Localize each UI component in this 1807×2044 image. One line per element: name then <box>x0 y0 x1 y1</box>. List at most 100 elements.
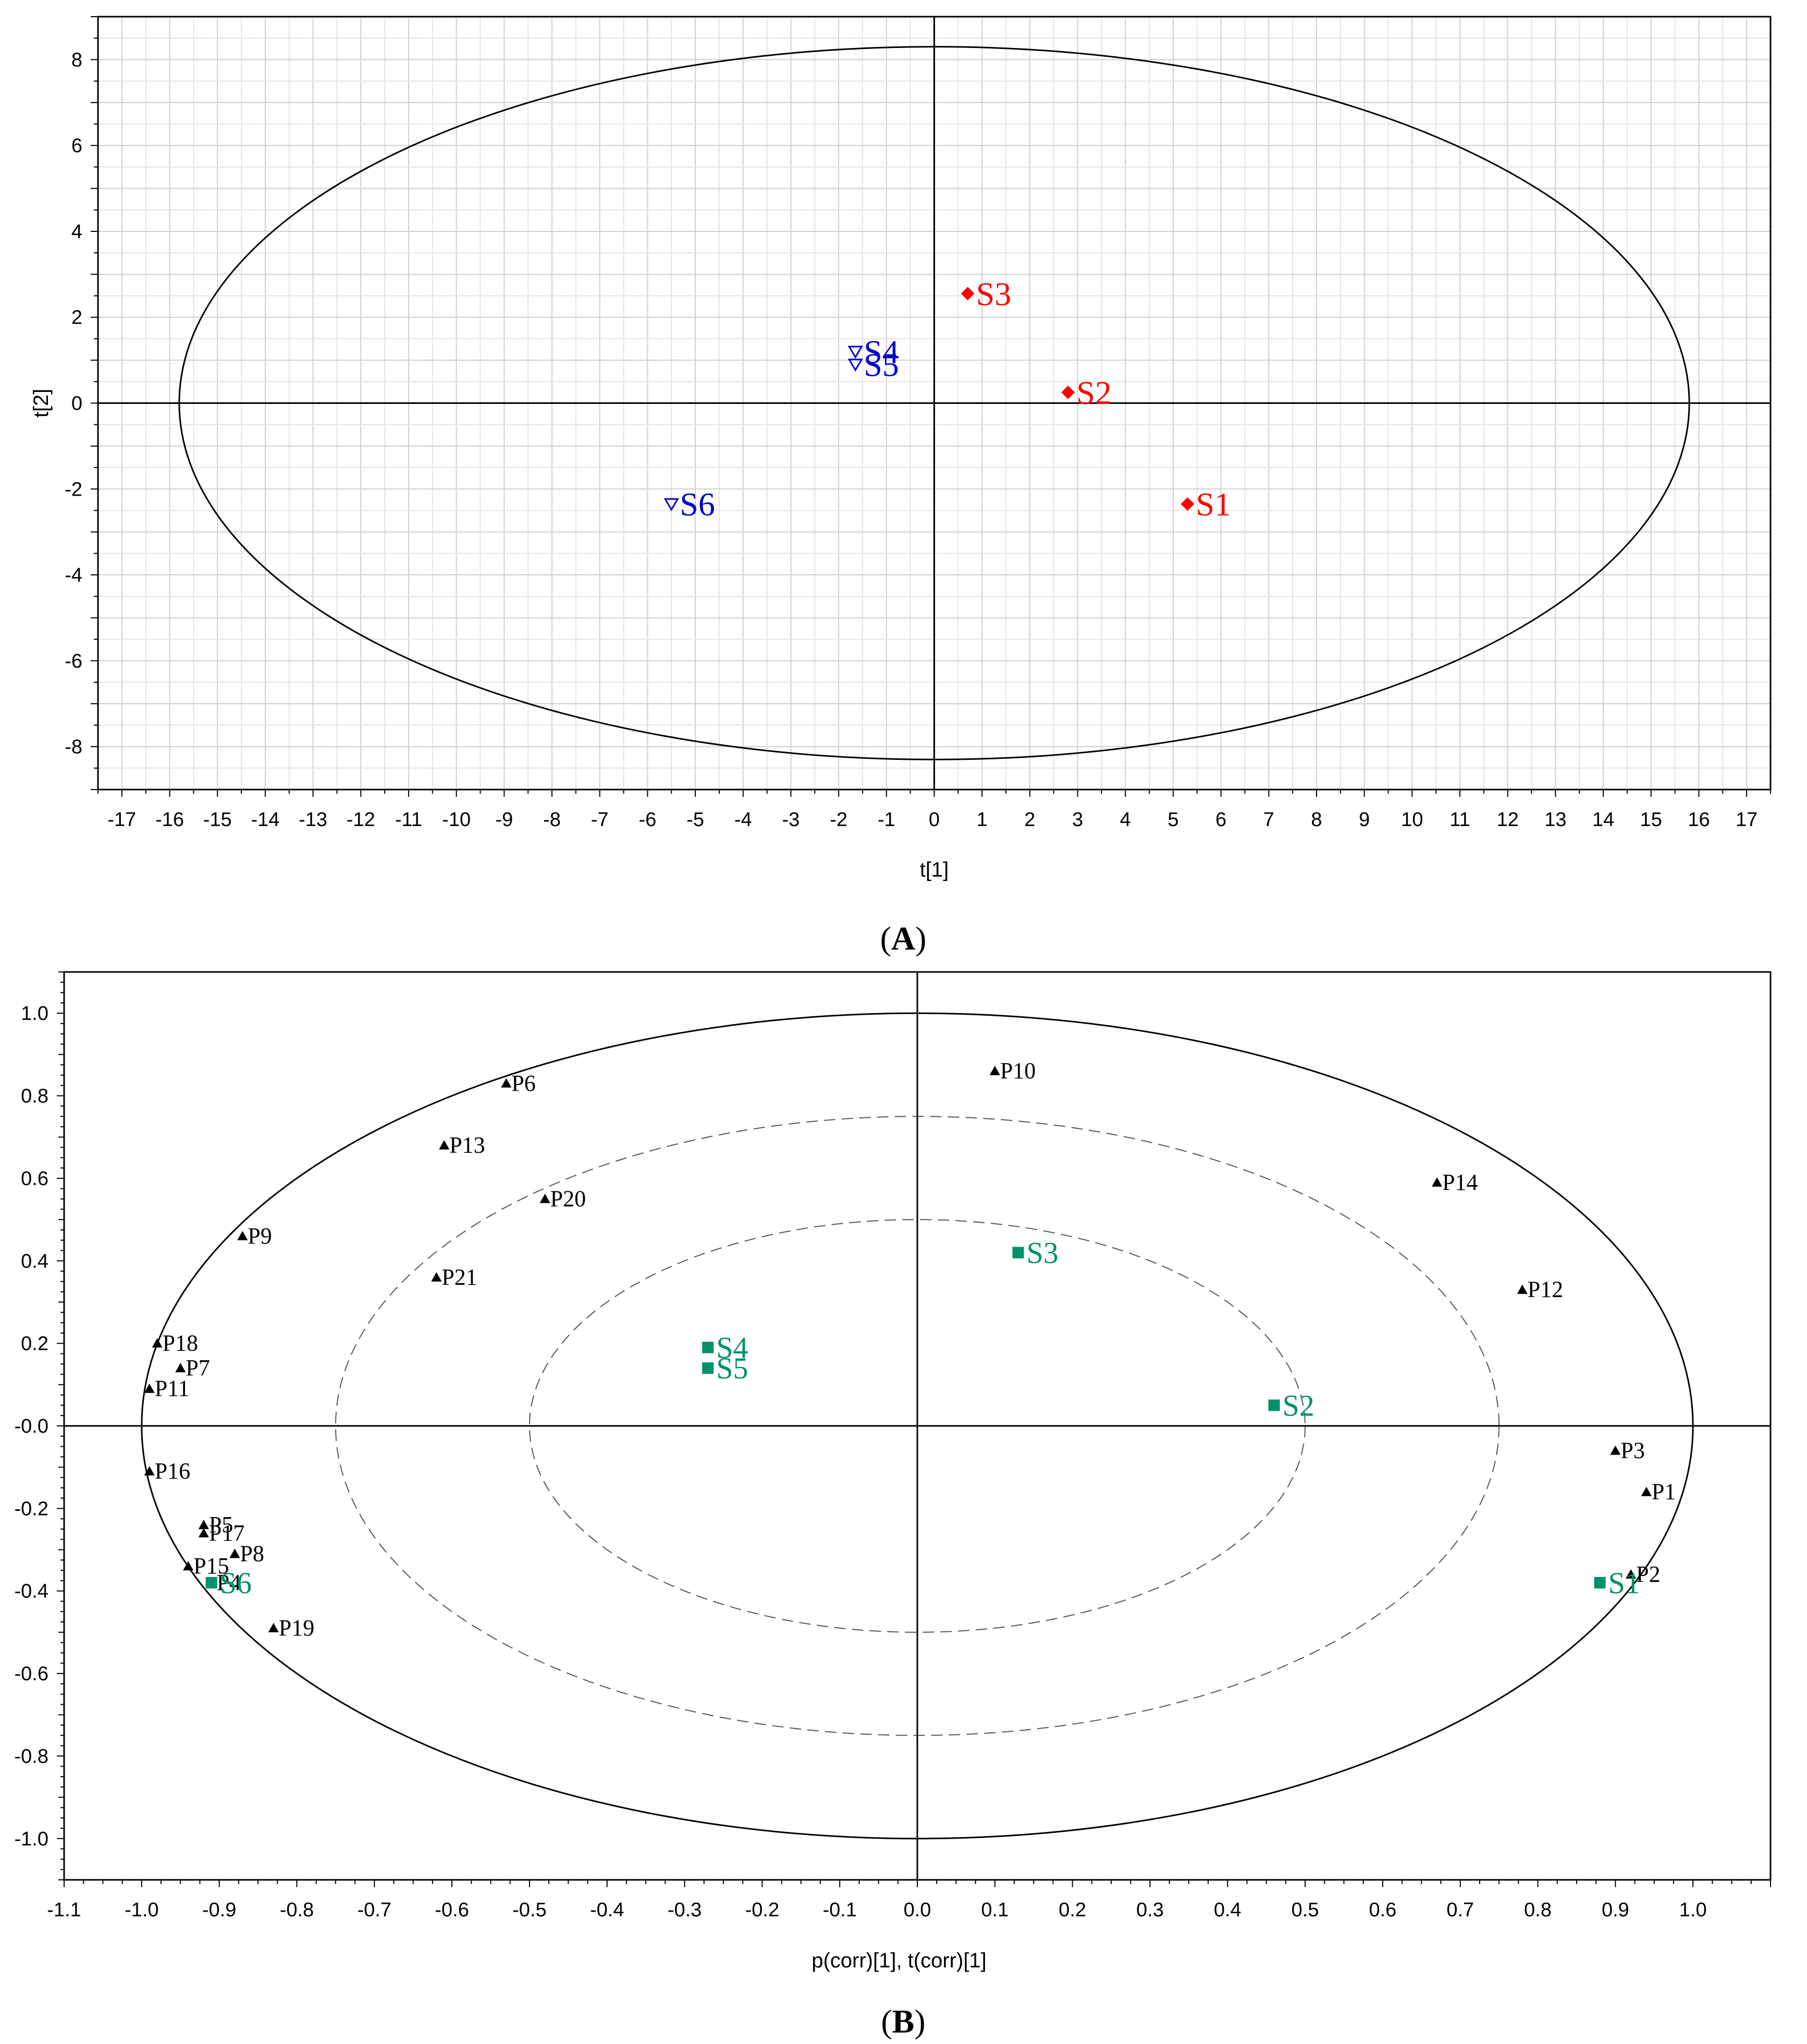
x-tick-label: 10 <box>1401 809 1423 831</box>
loading-point-label: P12 <box>1528 1277 1563 1302</box>
loading-point-label: P17 <box>209 1520 244 1546</box>
x-tick-label: -0.5 <box>512 1899 546 1921</box>
loading-point-p8 <box>229 1548 240 1558</box>
panel-a-score-plot: -17 -16 -15 -14 -13 -12 -11 -10 -9 -8 -7 -6 -5 -4 -3 -2… <box>30 16 1772 957</box>
loading-point-label: P13 <box>449 1132 485 1158</box>
x-tick-label: -16 <box>155 809 184 831</box>
x-tick-label: -6 <box>638 809 656 831</box>
y-tick-label: -8 <box>65 736 82 758</box>
x-tick-label: 0.9 <box>1602 1899 1629 1921</box>
x-tick-label: -1.0 <box>125 1899 158 1921</box>
panel-b-x-axis-label: p(corr)[1], t(corr)[1] <box>812 1949 987 1972</box>
score-point-s1 <box>1181 497 1195 511</box>
x-tick-label: -0.3 <box>668 1899 702 1921</box>
observation-point-s1 <box>1594 1577 1606 1589</box>
x-tick-label: 0.3 <box>1136 1899 1164 1921</box>
loading-point-label: P19 <box>279 1615 314 1641</box>
panel-a-x-axis-label: t[1] <box>920 858 949 881</box>
loading-point-label: P16 <box>155 1458 190 1484</box>
x-tick-label: 11 <box>1449 809 1470 831</box>
observation-point-label: S2 <box>1283 1388 1314 1422</box>
x-tick-label: 0.1 <box>981 1899 1009 1921</box>
loading-point-label: P9 <box>248 1223 272 1249</box>
loading-point-p5 <box>198 1520 209 1530</box>
x-tick-label: 4 <box>1120 809 1131 831</box>
panel-b-points: P1 P2 P3 P4 P5 P6 P7 P8 P9 P10 P11 P12 P13 P14 P15 P16 P… <box>144 1058 1676 1641</box>
loading-point-label: P10 <box>1000 1058 1036 1083</box>
x-tick-label: -8 <box>543 809 561 831</box>
y-tick-label: -0.4 <box>15 1581 48 1603</box>
x-tick-label: -0.9 <box>202 1899 236 1921</box>
score-point-label: S1 <box>1196 486 1231 523</box>
loading-point-label: P1 <box>1652 1479 1676 1505</box>
loading-point-p13 <box>439 1140 450 1150</box>
x-tick-label: 16 <box>1688 809 1710 831</box>
loading-point-label: P20 <box>550 1186 586 1212</box>
x-tick-label: 0.5 <box>1292 1899 1319 1921</box>
y-tick-label: 0 <box>71 393 82 415</box>
loading-point-label: P18 <box>163 1331 198 1356</box>
loading-point-p15 <box>183 1561 194 1571</box>
observation-point-label: S1 <box>1608 1566 1640 1600</box>
x-tick-label: 8 <box>1311 809 1322 831</box>
x-tick-label: -4 <box>734 809 752 831</box>
loading-point-p1 <box>1641 1486 1652 1496</box>
x-tick-label: 0.8 <box>1524 1899 1552 1921</box>
observation-point-s6 <box>205 1577 217 1589</box>
loading-point-p10 <box>989 1066 1000 1076</box>
x-tick-label: -11 <box>395 809 422 831</box>
panel-b-y-ticks: 1.0 0.8 0.6 0.4 0.2 -0.0 -0.2 -0.4 -0.6 -0.8 -1.0 <box>15 971 64 1880</box>
x-tick-label: 1 <box>977 809 988 831</box>
y-tick-label: 0.4 <box>21 1250 48 1272</box>
loading-point-label: P8 <box>240 1541 264 1566</box>
x-tick-label: -12 <box>347 809 375 831</box>
panel-a-caption: (A) <box>880 920 927 957</box>
score-point-label: S2 <box>1076 374 1112 411</box>
x-tick-label: -15 <box>203 809 232 831</box>
observation-point-s4 <box>702 1341 714 1353</box>
panel-a-hotelling-ellipse <box>178 46 1690 760</box>
y-tick-label: -0.6 <box>15 1663 48 1685</box>
x-tick-label: 0.6 <box>1369 1899 1396 1921</box>
loading-point-label: P15 <box>193 1553 229 1579</box>
x-tick-label: -0.1 <box>822 1899 856 1921</box>
observation-point-label: S4 <box>716 1331 748 1365</box>
loading-point-p2 <box>1626 1569 1637 1579</box>
loading-point-label: P2 <box>1636 1561 1660 1587</box>
loading-point-p18 <box>152 1338 163 1348</box>
score-point-s4 <box>847 346 863 359</box>
loading-point-label: P21 <box>441 1264 477 1290</box>
loading-point-p9 <box>237 1230 248 1240</box>
x-tick-label: 15 <box>1640 809 1662 831</box>
x-tick-label: -0.7 <box>358 1899 391 1921</box>
x-tick-label: -0.8 <box>280 1899 314 1921</box>
score-point-s6 <box>663 498 679 511</box>
y-tick-label: 8 <box>71 49 82 71</box>
y-tick-label: 0.2 <box>21 1333 48 1355</box>
y-tick-label: -0.0 <box>15 1415 48 1437</box>
loading-point-label: P6 <box>511 1070 535 1096</box>
loading-point-p7 <box>175 1363 186 1373</box>
observation-point-s5 <box>702 1362 714 1374</box>
loading-point-p3 <box>1610 1445 1621 1455</box>
x-tick-label: -13 <box>299 809 327 831</box>
y-tick-label: 2 <box>71 307 82 329</box>
x-tick-label: 5 <box>1167 809 1178 831</box>
observation-point-label: S3 <box>1026 1236 1058 1270</box>
x-tick-label: 0.4 <box>1214 1899 1241 1921</box>
score-point-s5 <box>847 359 863 372</box>
x-tick-label: 17 <box>1736 809 1757 831</box>
score-point-label: S4 <box>864 334 899 371</box>
y-tick-label: -0.8 <box>15 1745 48 1767</box>
x-tick-label: 0.0 <box>904 1899 931 1921</box>
observation-point-s3 <box>1012 1247 1024 1259</box>
x-tick-label: -1 <box>878 809 895 831</box>
loading-point-label: P5 <box>209 1512 233 1537</box>
x-tick-label: 6 <box>1215 809 1226 831</box>
loading-point-p19 <box>268 1622 279 1632</box>
x-tick-label: 7 <box>1263 809 1274 831</box>
loading-point-p14 <box>1432 1177 1443 1187</box>
y-tick-label: -2 <box>65 478 82 500</box>
